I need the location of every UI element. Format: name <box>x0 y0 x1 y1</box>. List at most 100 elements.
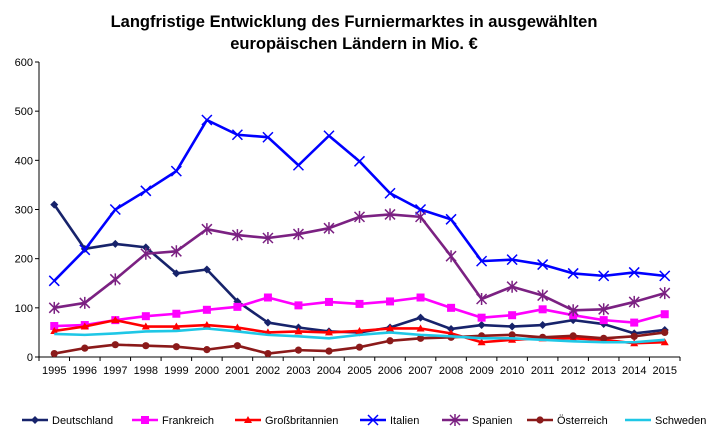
data-point <box>416 324 425 332</box>
data-point <box>172 322 181 330</box>
legend-marker <box>367 414 379 426</box>
data-point <box>323 222 335 235</box>
data-point <box>355 343 364 351</box>
data-point <box>506 254 518 266</box>
data-point <box>660 338 669 346</box>
x-tick-label: 2002 <box>256 365 280 377</box>
x-tick-label: 2004 <box>317 365 341 377</box>
data-point <box>264 349 272 358</box>
data-point <box>233 323 242 331</box>
x-tick-label: 1998 <box>134 365 158 377</box>
data-point <box>628 295 640 308</box>
data-point <box>353 155 366 167</box>
legend-item: Italien <box>360 414 419 427</box>
y-tick-label: 100 <box>15 303 33 315</box>
data-point <box>203 346 211 354</box>
x-tick-label: 2000 <box>195 365 219 377</box>
y-tick-label: 300 <box>15 205 33 217</box>
data-point <box>508 322 517 331</box>
series-line <box>54 327 665 344</box>
x-tick-label: 2001 <box>225 365 249 377</box>
data-point <box>294 327 303 335</box>
data-point <box>323 130 335 142</box>
data-point <box>231 129 243 141</box>
data-point <box>384 187 396 199</box>
data-point <box>48 275 60 287</box>
data-point <box>294 346 303 354</box>
data-point <box>233 302 242 311</box>
legend-label: Spanien <box>472 415 512 427</box>
data-point <box>569 332 577 340</box>
data-point <box>79 244 91 256</box>
legend-item: Deutschland <box>22 415 113 427</box>
data-point <box>142 342 150 350</box>
y-tick-label: 0 <box>27 352 33 364</box>
data-point <box>355 326 364 334</box>
data-point <box>353 210 366 223</box>
legend-label: Deutschland <box>52 415 113 427</box>
legend-label: Österreich <box>557 415 608 427</box>
data-point <box>170 165 182 177</box>
data-point <box>140 247 152 260</box>
legend-item: Österreich <box>527 415 608 427</box>
data-point <box>172 269 181 278</box>
series-layer <box>48 114 671 358</box>
data-point <box>445 250 457 263</box>
x-tick-label: 2008 <box>439 365 463 377</box>
data-point <box>79 296 91 309</box>
data-point <box>598 303 610 316</box>
data-point <box>476 292 488 305</box>
legend-label: Frankreich <box>162 415 214 427</box>
axes: 0 100 200 300 400 500 600 1995 1996 1997 1998 1999 2… <box>15 57 681 377</box>
data-point <box>384 208 396 221</box>
x-tick-label: 1996 <box>73 365 97 377</box>
series-line <box>54 213 666 312</box>
data-point <box>600 334 608 342</box>
data-point <box>111 239 120 248</box>
data-point <box>201 223 213 236</box>
series-spanien <box>48 208 671 317</box>
legend-item: Großbritannien <box>235 415 338 427</box>
data-point <box>447 303 456 312</box>
data-point <box>508 331 516 339</box>
data-point <box>292 228 304 241</box>
data-point <box>172 343 180 351</box>
legend-marker <box>31 416 39 424</box>
x-tick-label: 2003 <box>286 365 310 377</box>
data-point <box>630 318 639 327</box>
y-tick-label: 400 <box>15 155 33 167</box>
x-tick-label: 2007 <box>408 365 432 377</box>
x-tick-label: 2009 <box>469 365 493 377</box>
data-point <box>50 322 59 331</box>
data-point <box>416 293 425 302</box>
data-point <box>141 322 150 330</box>
data-point <box>386 337 394 345</box>
x-tick-label: 2006 <box>378 365 402 377</box>
y-tick-label: 200 <box>15 254 33 266</box>
y-tick-label: 600 <box>15 57 33 69</box>
data-point <box>386 297 395 306</box>
legend-label: Schweden <box>655 415 706 427</box>
data-point <box>50 200 59 209</box>
data-point <box>537 289 549 302</box>
data-point <box>659 270 671 282</box>
data-point <box>660 310 669 319</box>
data-point <box>233 342 242 350</box>
data-point <box>50 349 58 358</box>
legend-marker <box>244 416 252 423</box>
data-point <box>231 229 243 242</box>
data-point <box>477 321 486 330</box>
legend-marker <box>141 416 149 424</box>
data-point <box>263 318 272 327</box>
data-point <box>355 299 364 308</box>
data-point <box>447 324 456 333</box>
x-tick-label: 1995 <box>42 365 66 377</box>
data-point <box>476 255 488 267</box>
series-schweden <box>54 327 665 344</box>
data-point <box>202 321 211 329</box>
data-point <box>262 232 274 245</box>
data-point <box>445 213 457 225</box>
legend-item: Schweden <box>625 415 706 427</box>
data-point <box>50 326 59 334</box>
